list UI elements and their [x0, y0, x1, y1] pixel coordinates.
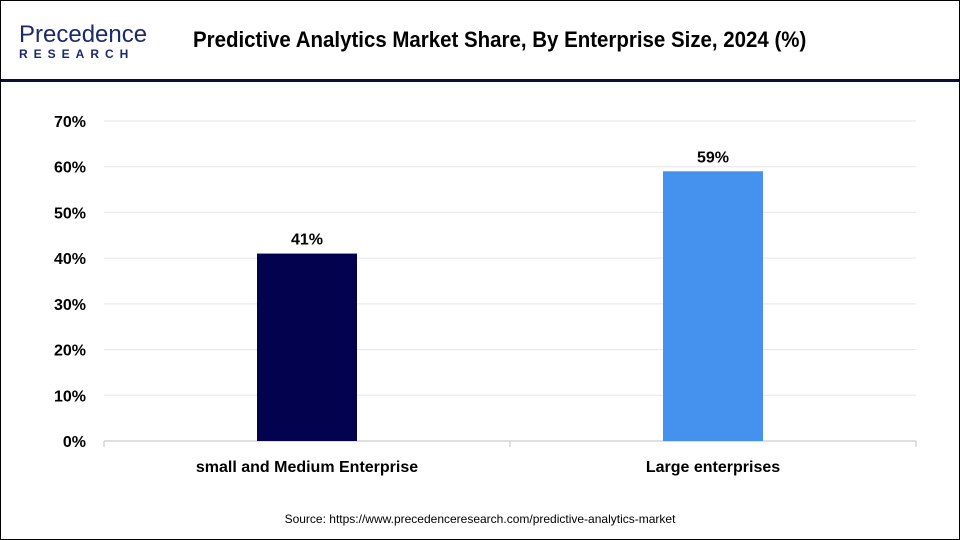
- y-tick-label: 40%: [54, 251, 86, 268]
- y-tick-label: 50%: [54, 205, 86, 222]
- y-tick-label: 20%: [54, 343, 86, 360]
- header: Precedence RESEARCH Predictive Analytics…: [1, 1, 959, 82]
- y-tick-label: 10%: [54, 388, 86, 405]
- y-tick-label: 0%: [63, 434, 86, 451]
- precedence-research-logo: Precedence RESEARCH: [19, 23, 159, 63]
- source-note: Source: https://www.precedenceresearch.c…: [284, 512, 676, 526]
- y-tick-label: 30%: [54, 297, 86, 314]
- logo-line1: Precedence: [19, 21, 148, 48]
- chart-title: Predictive Analytics Market Share, By En…: [193, 27, 807, 52]
- x-category-label: Large enterprises: [646, 459, 780, 476]
- bar: [663, 171, 763, 442]
- y-tick-label: 70%: [54, 114, 86, 131]
- y-tick-label: 60%: [54, 160, 86, 177]
- data-label: 41%: [291, 232, 323, 249]
- x-category-label: small and Medium Enterprise: [196, 459, 418, 476]
- data-label: 59%: [697, 149, 729, 166]
- logo-line2: RESEARCH: [19, 47, 135, 61]
- bar: [257, 253, 357, 441]
